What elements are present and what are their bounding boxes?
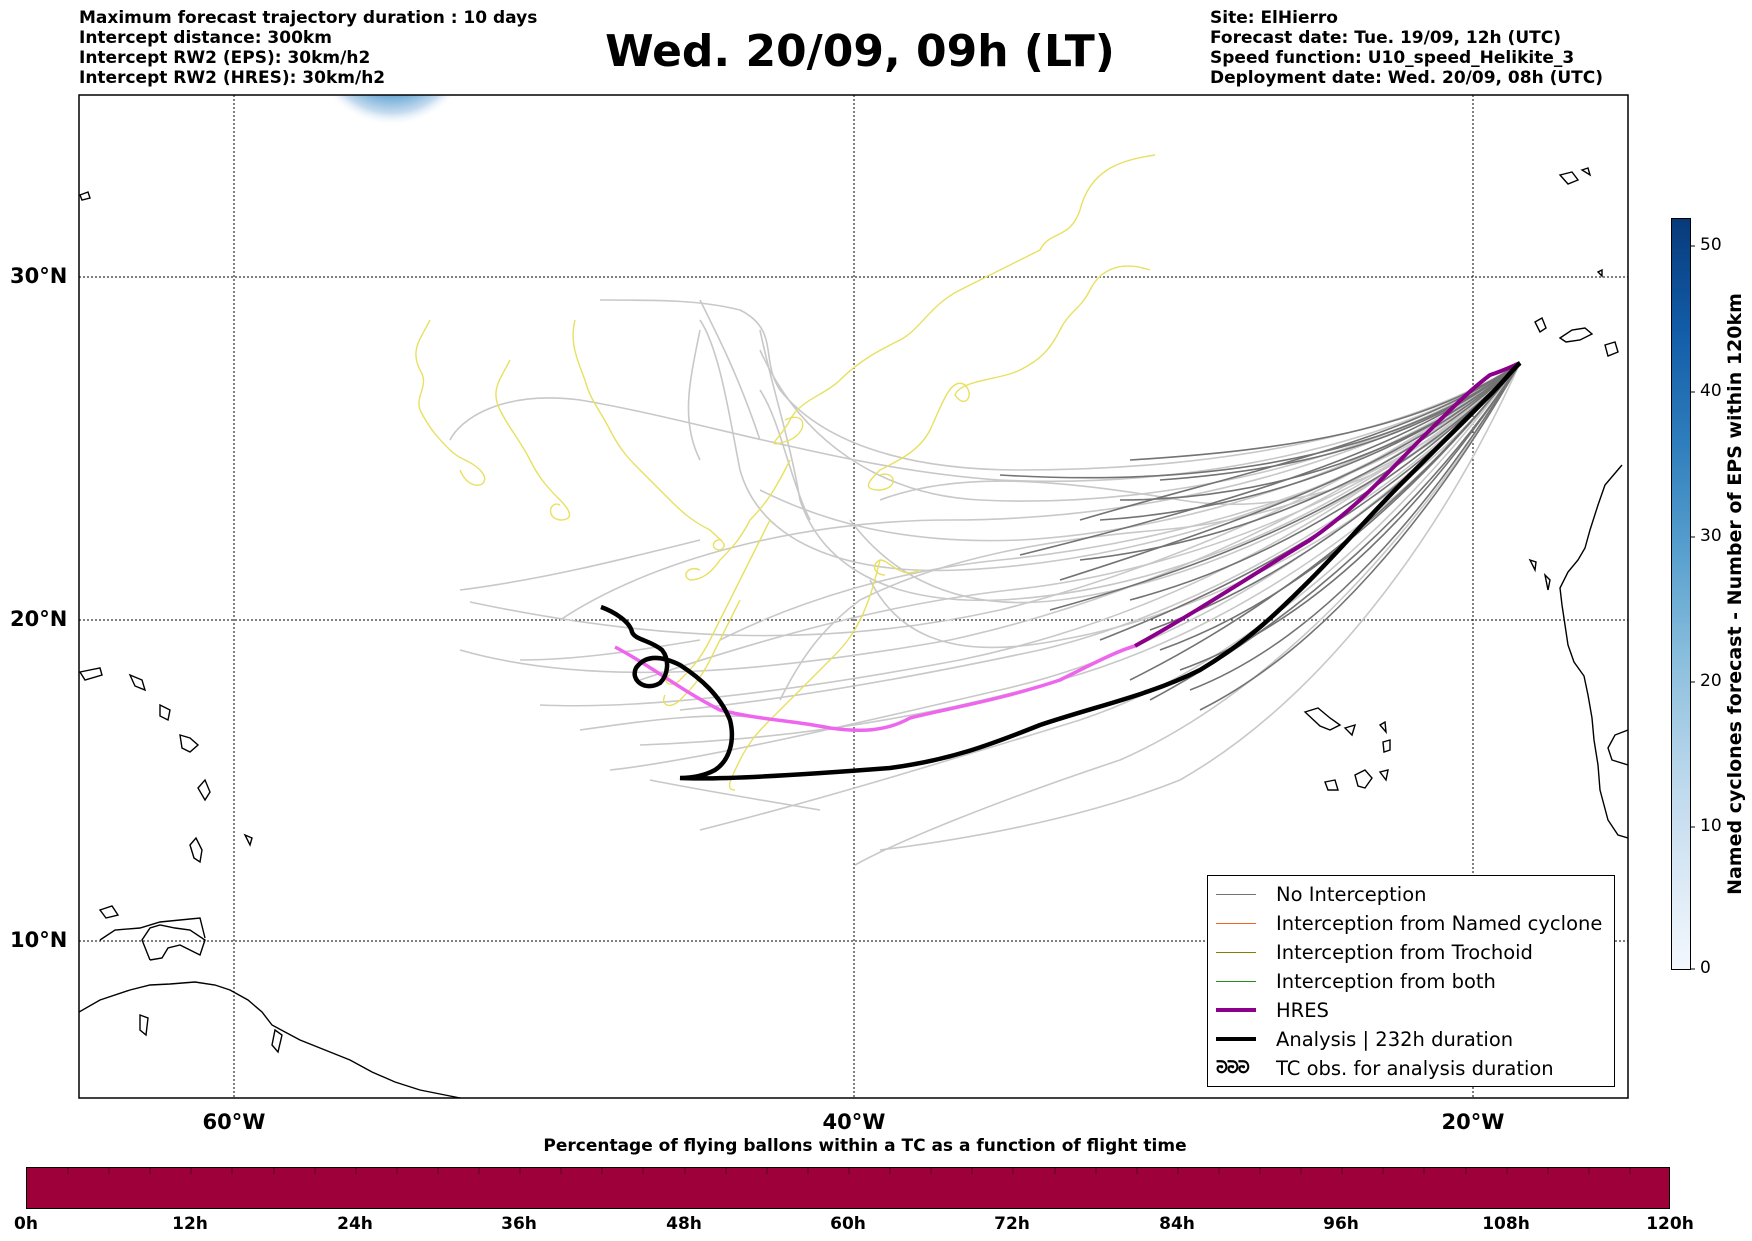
header-right-line-1: Site: ElHierro bbox=[1210, 8, 1338, 28]
hres-track bbox=[1134, 361, 1521, 648]
colorbar-bottom-tick: 108h bbox=[1482, 1214, 1530, 1234]
legend-label: Interception from Named cyclone bbox=[1276, 911, 1603, 935]
colorbar-bottom-title: Percentage of flying ballons within a TC… bbox=[543, 1136, 1187, 1156]
legend-swatch bbox=[1216, 1037, 1256, 1041]
lon-label-20w: 20°W bbox=[1441, 1110, 1505, 1134]
header-right-line-2: Forecast date: Tue. 19/09, 12h (UTC) bbox=[1210, 28, 1561, 48]
header-left-line-3: Intercept RW2 (EPS): 30km/h2 bbox=[79, 48, 371, 68]
colorbar-bottom-tick: 0h bbox=[14, 1214, 38, 1234]
analysis-track bbox=[600, 361, 1522, 781]
colorbar-bottom-tick: 48h bbox=[666, 1214, 702, 1234]
colorbar-right-tick: 20 bbox=[1700, 671, 1722, 691]
colorbar-right bbox=[1671, 218, 1691, 970]
header-right-line-3: Speed function: U10_speed_Helikite_3 bbox=[1210, 48, 1575, 68]
legend-label: TC obs. for analysis duration bbox=[1276, 1056, 1554, 1080]
legend-item-no-interception: No Interception bbox=[1216, 880, 1427, 908]
lat-label-20n: 20°N bbox=[10, 607, 68, 631]
legend-swatch bbox=[1216, 951, 1256, 953]
colorbar-right-tick: 0 bbox=[1700, 958, 1711, 978]
colorbar-bottom-tick: 36h bbox=[501, 1214, 537, 1234]
header-left-line-2: Intercept distance: 300km bbox=[79, 28, 332, 48]
legend-label: Interception from both bbox=[1276, 969, 1496, 993]
legend-item-both: Interception from both bbox=[1216, 967, 1496, 995]
legend-swatch bbox=[1216, 922, 1256, 924]
lat-label-30n: 30°N bbox=[10, 264, 68, 288]
colorbar-bottom-tick: 24h bbox=[337, 1214, 373, 1234]
colorbar-right-tick: 50 bbox=[1700, 235, 1722, 255]
legend-item-tc-obs: ᘒᘒᘒ TC obs. for analysis duration bbox=[1216, 1054, 1554, 1082]
legend-item-named-cyclone: Interception from Named cyclone bbox=[1216, 909, 1602, 937]
colorbar-bottom-gridticks bbox=[67, 1168, 1631, 1174]
colorbar-bottom-tick: 60h bbox=[830, 1214, 866, 1234]
lon-label-40w: 40°W bbox=[822, 1110, 886, 1134]
tc-obs-symbol-icon: ᘒᘒᘒ bbox=[1216, 1058, 1250, 1078]
legend-swatch bbox=[1216, 1008, 1256, 1012]
header-right-line-4: Deployment date: Wed. 20/09, 08h (UTC) bbox=[1210, 68, 1604, 88]
legend: No Interception Interception from Named … bbox=[1207, 875, 1615, 1087]
trochoid-tracks bbox=[415, 154, 1156, 791]
legend-label: HRES bbox=[1276, 998, 1329, 1022]
lon-label-60w: 60°W bbox=[202, 1110, 266, 1134]
page-title: Wed. 20/09, 09h (LT) bbox=[605, 26, 1115, 77]
colorbar-bottom-tick: 72h bbox=[994, 1214, 1030, 1234]
colorbar-right-tick: 30 bbox=[1700, 526, 1722, 546]
colorbar-bottom-tick: 120h bbox=[1646, 1214, 1694, 1234]
legend-swatch bbox=[1216, 893, 1256, 895]
map-frame bbox=[78, 94, 1629, 1099]
legend-item-trochoid: Interception from Trochoid bbox=[1216, 938, 1533, 966]
legend-item-analysis: Analysis | 232h duration bbox=[1216, 1025, 1513, 1053]
colorbar-right-tick: 40 bbox=[1700, 381, 1722, 401]
legend-item-hres: HRES bbox=[1216, 996, 1329, 1024]
hres-track-light bbox=[614, 644, 1136, 732]
colorbar-bottom-tick: 12h bbox=[172, 1214, 208, 1234]
header-right: Site: ElHierro Forecast date: Tue. 19/09… bbox=[1210, 8, 1603, 88]
legend-swatch bbox=[1216, 980, 1256, 982]
colorbar-right-label: Named cyclones forecast - Number of EPS … bbox=[1724, 293, 1746, 895]
colorbar-bottom-tick: 96h bbox=[1323, 1214, 1359, 1234]
lat-label-10n: 10°N bbox=[10, 928, 68, 952]
colorbar-right-tick: 10 bbox=[1700, 816, 1722, 836]
colorbar-bottom-tick: 84h bbox=[1159, 1214, 1195, 1234]
legend-label: Analysis | 232h duration bbox=[1276, 1027, 1514, 1051]
header-left-line-4: Intercept RW2 (HRES): 30km/h2 bbox=[79, 68, 386, 88]
colorbar-bottom bbox=[26, 1167, 1670, 1209]
coastlines bbox=[79, 167, 1628, 1098]
legend-label: No Interception bbox=[1276, 882, 1427, 906]
cyclone-density-blob bbox=[322, 95, 462, 162]
gridlines bbox=[79, 95, 1628, 1098]
header-left-line-1: Maximum forecast trajectory duration : 1… bbox=[79, 8, 538, 28]
header-left: Maximum forecast trajectory duration : 1… bbox=[79, 8, 537, 88]
legend-label: Interception from Trochoid bbox=[1276, 940, 1533, 964]
